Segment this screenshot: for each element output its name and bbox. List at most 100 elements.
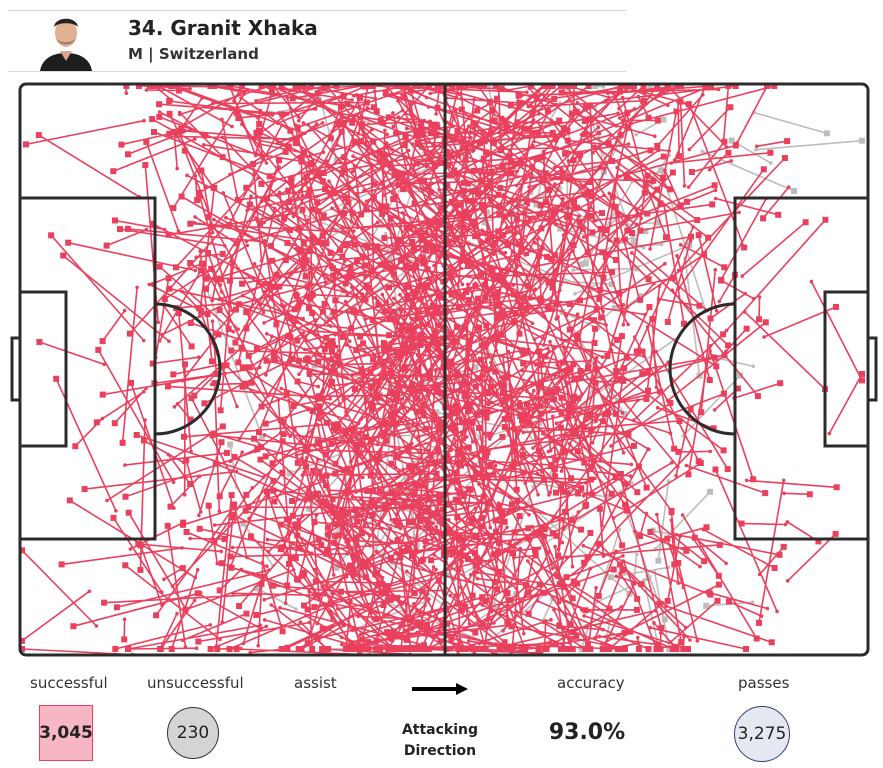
- successful-pass-end-marker: [542, 170, 549, 177]
- successful-pass-origin: [762, 335, 766, 339]
- successful-pass-origin: [430, 363, 434, 367]
- successful-pass-origin: [182, 493, 187, 497]
- successful-pass-end-marker: [309, 234, 316, 241]
- successful-pass-end-marker: [398, 327, 405, 334]
- successful-pass-end-marker: [711, 354, 718, 361]
- unsuccessful-pass-end-marker: [661, 616, 668, 623]
- successful-pass-origin: [568, 221, 573, 226]
- successful-pass-line: [555, 591, 566, 650]
- successful-pass-line: [541, 398, 647, 415]
- successful-pass-origin: [620, 411, 625, 415]
- successful-pass-end-marker: [553, 489, 559, 496]
- successful-pass-origin: [269, 603, 274, 607]
- successful-pass-end-marker: [136, 83, 142, 89]
- successful-pass-line: [496, 183, 556, 296]
- successful-pass-end-marker: [469, 516, 476, 522]
- successful-pass-line: [577, 450, 626, 485]
- successful-pass-end-marker: [517, 301, 524, 308]
- successful-pass-origin: [397, 470, 401, 474]
- successful-pass-line: [206, 277, 254, 280]
- successful-pass-end-marker: [390, 196, 397, 202]
- successful-pass-line: [640, 211, 740, 232]
- successful-pass-line: [283, 466, 307, 546]
- successful-pass-origin: [552, 346, 557, 350]
- successful-pass-end-marker: [532, 546, 538, 553]
- successful-pass-end-marker: [598, 314, 605, 321]
- successful-pass-end-marker: [233, 109, 240, 116]
- successful-pass-end-marker: [353, 534, 360, 541]
- successful-pass-origin: [400, 397, 405, 401]
- successful-pass-end-marker: [460, 179, 467, 186]
- successful-pass-origin: [479, 447, 483, 451]
- successful-pass-end-marker: [305, 192, 312, 199]
- successful-pass-line: [523, 448, 566, 493]
- successful-pass-origin: [340, 173, 345, 178]
- successful-pass-end-marker: [48, 232, 55, 239]
- successful-pass-line: [605, 356, 715, 387]
- successful-pass-origin: [265, 537, 270, 542]
- successful-pass-origin: [360, 475, 365, 480]
- successful-pass-origin: [691, 536, 695, 541]
- successful-pass-line: [268, 295, 333, 352]
- successful-pass-origin: [278, 606, 282, 610]
- successful-pass-line: [566, 216, 629, 325]
- successful-pass-end-marker: [247, 201, 253, 208]
- successful-pass-end-marker: [610, 566, 617, 573]
- successful-pass-end-marker: [762, 490, 769, 497]
- successful-pass-line: [465, 86, 502, 90]
- successful-pass-origin: [531, 446, 535, 450]
- successful-pass-origin: [342, 259, 347, 264]
- successful-pass-line: [710, 293, 746, 320]
- successful-pass-end-marker: [710, 425, 717, 432]
- successful-pass-origin: [600, 355, 605, 359]
- successful-pass-line: [352, 141, 374, 172]
- successful-pass-end-marker: [583, 501, 590, 508]
- successful-pass-line: [322, 598, 398, 630]
- successful-pass-origin: [681, 202, 685, 206]
- successful-pass-end-marker: [306, 161, 313, 168]
- successful-pass-origin: [459, 430, 464, 434]
- successful-pass-origin: [713, 196, 718, 201]
- successful-pass-end-marker: [188, 395, 195, 401]
- successful-pass-line: [561, 397, 650, 450]
- successful-pass-end-marker: [309, 291, 316, 298]
- successful-pass-end-marker: [622, 501, 628, 508]
- successful-pass-end-marker: [292, 554, 299, 561]
- successful-pass-line: [645, 286, 661, 400]
- successful-pass-end-marker: [269, 257, 276, 264]
- successful-pass-end-marker: [394, 537, 401, 543]
- successful-pass-origin: [714, 309, 719, 313]
- successful-pass-end-marker: [403, 225, 410, 232]
- successful-pass-end-marker: [294, 378, 301, 385]
- successful-pass-end-marker: [497, 184, 504, 191]
- successful-pass-end-marker: [657, 200, 664, 207]
- successful-pass-end-marker: [137, 542, 144, 549]
- successful-pass-end-marker: [720, 331, 727, 338]
- unsuccessful-pass-origin: [573, 291, 577, 296]
- successful-pass-origin: [453, 108, 458, 113]
- successful-pass-origin: [330, 129, 335, 133]
- successful-pass-end-marker: [404, 293, 411, 300]
- successful-pass-origin: [519, 310, 523, 315]
- successful-pass-end-marker: [713, 363, 720, 370]
- successful-pass-end-marker: [403, 284, 410, 291]
- successful-pass-line: [759, 546, 785, 575]
- successful-pass-origin: [385, 132, 390, 137]
- unsuccessful-pass-end-marker: [306, 505, 313, 512]
- successful-pass-end-marker: [214, 646, 221, 652]
- successful-pass-line: [410, 303, 499, 320]
- successful-pass-end-marker: [640, 83, 647, 89]
- successful-pass-end-marker: [358, 530, 365, 537]
- successful-pass-line: [288, 212, 340, 337]
- successful-pass-line: [207, 252, 223, 293]
- successful-pass-end-marker: [383, 203, 390, 210]
- successful-pass-origin: [345, 552, 350, 556]
- successful-pass-origin: [314, 513, 319, 517]
- successful-pass-end-marker: [306, 370, 313, 377]
- successful-pass-end-marker: [357, 333, 364, 340]
- successful-pass-origin: [357, 344, 362, 348]
- successful-pass-line: [523, 420, 680, 434]
- successful-pass-end-marker: [584, 642, 591, 649]
- successful-pass-end-marker: [289, 95, 296, 102]
- successful-pass-origin: [560, 209, 564, 213]
